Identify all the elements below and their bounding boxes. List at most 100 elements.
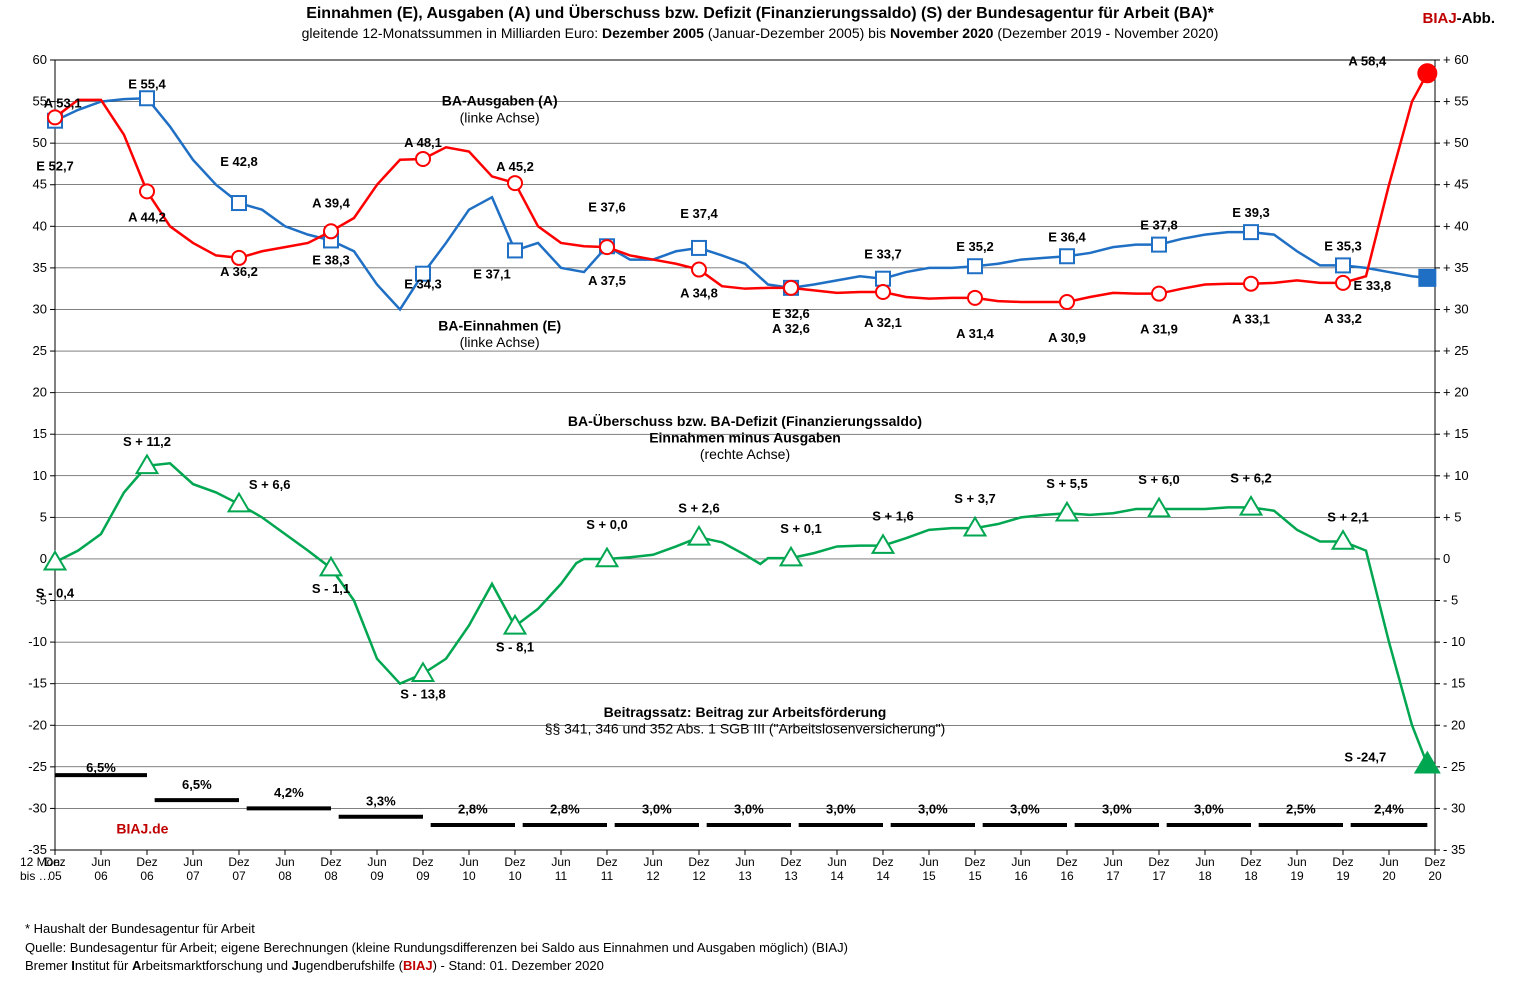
svg-text:S + 1,6: S + 1,6 <box>872 509 914 524</box>
svg-text:11: 11 <box>555 869 568 883</box>
svg-text:45: 45 <box>33 177 47 192</box>
svg-text:18: 18 <box>1244 869 1258 883</box>
svg-text:S + 3,7: S + 3,7 <box>954 491 996 506</box>
svg-text:08: 08 <box>324 869 338 883</box>
svg-text:3,0%: 3,0% <box>642 802 672 817</box>
svg-text:Einnahmen minus Ausgaben: Einnahmen minus Ausgaben <box>649 430 841 446</box>
svg-text:35: 35 <box>33 260 47 275</box>
svg-text:S + 2,1: S + 2,1 <box>1327 509 1369 524</box>
svg-text:E 36,4: E 36,4 <box>1048 229 1086 244</box>
svg-text:Jun: Jun <box>183 855 202 869</box>
svg-text:E 35,2: E 35,2 <box>956 239 994 254</box>
svg-text:08: 08 <box>278 869 292 883</box>
svg-text:Dez: Dez <box>596 855 617 869</box>
footer-line3: Bremer Institut für Arbeitsmarktforschun… <box>25 957 848 975</box>
svg-text:Dez: Dez <box>412 855 433 869</box>
svg-text:3,3%: 3,3% <box>366 793 396 808</box>
chart-svg: -35- 35-30- 30-25- 25-20- 20-15- 15-10- … <box>10 5 1521 925</box>
svg-text:Dez: Dez <box>1240 855 1261 869</box>
svg-text:BA-Ausgaben (A): BA-Ausgaben (A) <box>442 93 558 109</box>
svg-text:50: 50 <box>33 135 47 150</box>
svg-text:6,5%: 6,5% <box>182 777 212 792</box>
svg-text:A 37,5: A 37,5 <box>588 273 626 288</box>
svg-text:10: 10 <box>33 468 47 483</box>
svg-text:2,8%: 2,8% <box>458 802 488 817</box>
svg-text:6,5%: 6,5% <box>86 760 116 775</box>
svg-text:25: 25 <box>33 343 47 358</box>
svg-text:07: 07 <box>186 869 200 883</box>
svg-text:Dez: Dez <box>320 855 341 869</box>
svg-text:+ 25: + 25 <box>1443 343 1469 358</box>
svg-text:+ 45: + 45 <box>1443 177 1469 192</box>
svg-text:S + 5,5: S + 5,5 <box>1046 476 1088 491</box>
svg-text:E 33,8: E 33,8 <box>1354 278 1392 293</box>
svg-text:(linke Achse): (linke Achse) <box>460 109 540 125</box>
svg-text:BIAJ.de: BIAJ.de <box>116 820 168 836</box>
svg-text:A 30,9: A 30,9 <box>1048 330 1086 345</box>
svg-text:3,0%: 3,0% <box>1102 802 1132 817</box>
svg-text:Jun: Jun <box>1103 855 1122 869</box>
svg-text:E 33,7: E 33,7 <box>864 247 902 262</box>
svg-text:S + 2,6: S + 2,6 <box>678 500 720 515</box>
svg-text:Jun: Jun <box>1011 855 1030 869</box>
svg-text:§§ 341, 346 und 352 Abs. 1 SGB: §§ 341, 346 und 352 Abs. 1 SGB III ("Arb… <box>545 721 946 737</box>
svg-text:A 44,2: A 44,2 <box>128 209 166 224</box>
svg-text:(linke Achse): (linke Achse) <box>460 334 540 350</box>
svg-text:-25: -25 <box>28 759 47 774</box>
svg-text:Jun: Jun <box>827 855 846 869</box>
svg-text:+ 50: + 50 <box>1443 135 1469 150</box>
svg-text:Dez: Dez <box>872 855 893 869</box>
svg-text:+ 20: + 20 <box>1443 385 1469 400</box>
svg-text:+ 5: + 5 <box>1443 509 1461 524</box>
svg-text:A 31,9: A 31,9 <box>1140 322 1178 337</box>
svg-text:40: 40 <box>33 218 47 233</box>
svg-text:S + 0,1: S + 0,1 <box>780 521 822 536</box>
svg-text:Jun: Jun <box>91 855 110 869</box>
chart-container: Einnahmen (E), Ausgaben (A) und Überschu… <box>10 5 1510 985</box>
svg-text:19: 19 <box>1336 869 1350 883</box>
svg-text:Dez: Dez <box>504 855 525 869</box>
svg-text:S - 1,1: S - 1,1 <box>312 581 350 596</box>
svg-text:-20: -20 <box>28 717 47 732</box>
svg-text:+ 30: + 30 <box>1443 301 1469 316</box>
svg-text:S - 8,1: S - 8,1 <box>496 639 534 654</box>
footer-line2: Quelle: Bundesagentur für Arbeit; eigene… <box>25 939 848 957</box>
svg-text:S - 0,4: S - 0,4 <box>36 585 75 600</box>
svg-text:+ 40: + 40 <box>1443 218 1469 233</box>
svg-text:-15: -15 <box>28 676 47 691</box>
svg-text:3,0%: 3,0% <box>918 802 948 817</box>
svg-text:+ 15: + 15 <box>1443 426 1469 441</box>
svg-text:Jun: Jun <box>1379 855 1398 869</box>
svg-text:Dez: Dez <box>1056 855 1077 869</box>
svg-text:Jun: Jun <box>1195 855 1214 869</box>
footer-line1: * Haushalt der Bundesagentur für Arbeit <box>25 920 848 938</box>
svg-text:E 42,8: E 42,8 <box>220 154 258 169</box>
svg-text:14: 14 <box>830 869 844 883</box>
svg-text:- 5: - 5 <box>1443 593 1458 608</box>
svg-text:16: 16 <box>1014 869 1028 883</box>
svg-text:Jun: Jun <box>919 855 938 869</box>
svg-text:Dez: Dez <box>1148 855 1169 869</box>
svg-text:A 33,1: A 33,1 <box>1232 312 1270 327</box>
svg-text:A 39,4: A 39,4 <box>312 195 351 210</box>
svg-text:E 52,7: E 52,7 <box>36 159 74 174</box>
svg-text:20: 20 <box>33 385 47 400</box>
svg-text:S + 6,6: S + 6,6 <box>249 477 291 492</box>
svg-text:E 35,3: E 35,3 <box>1324 238 1362 253</box>
svg-text:06: 06 <box>140 869 154 883</box>
svg-text:S + 11,2: S + 11,2 <box>123 434 171 449</box>
svg-text:S + 6,0: S + 6,0 <box>1138 472 1180 487</box>
svg-text:Dez: Dez <box>1424 855 1445 869</box>
svg-text:- 25: - 25 <box>1443 759 1465 774</box>
svg-text:+ 35: + 35 <box>1443 260 1469 275</box>
svg-text:A 45,2: A 45,2 <box>496 159 534 174</box>
svg-text:Dez: Dez <box>136 855 157 869</box>
svg-text:09: 09 <box>416 869 430 883</box>
svg-text:- 35: - 35 <box>1443 842 1465 857</box>
svg-text:A 53,1: A 53,1 <box>44 95 82 110</box>
svg-text:15: 15 <box>968 869 982 883</box>
svg-text:19: 19 <box>1290 869 1304 883</box>
svg-text:-30: -30 <box>28 800 47 815</box>
svg-text:Jun: Jun <box>367 855 386 869</box>
svg-text:Jun: Jun <box>459 855 478 869</box>
